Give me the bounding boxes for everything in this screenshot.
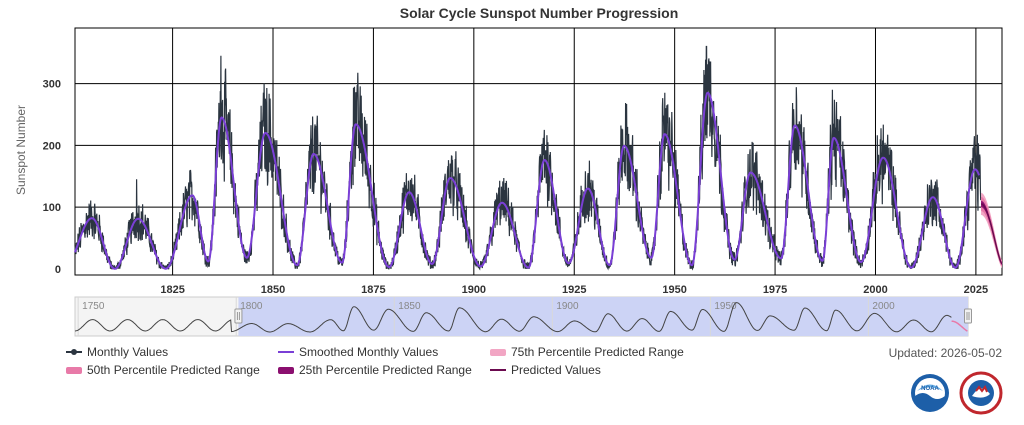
navigator-prediction-line [951,320,968,332]
y-tick-label: 100 [43,202,61,214]
x-tick-label: 1925 [562,284,586,296]
updated-timestamp: Updated: 2026-05-02 [888,346,1002,360]
y-tick-label: 300 [43,79,61,91]
legend-75th-percentile[interactable]: 75th Percentile Predicted Range [490,345,684,359]
axes: 0 100 200 300 1825 1850 1875 1900 1925 1950 1975 20… [43,79,988,296]
navigator-tick-label: 1850 [398,301,421,312]
y-tick-label: 0 [55,264,61,276]
smoothed-values-line[interactable] [74,91,980,270]
chart-title: Solar Cycle Sunspot Number Progression [400,5,679,21]
predicted-values-symbol-icon [490,365,506,375]
noaa-logo-icon: NOAA [911,374,949,412]
legend-label: Smoothed Monthly Values [299,345,439,359]
nws-logo-icon [959,371,1003,415]
agency-logos: NOAA [911,371,1003,415]
navigator[interactable]: 1750 1800 1850 1900 1950 2000 [74,296,972,337]
monthly-values-line[interactable] [74,45,982,271]
legend-label: Predicted Values [511,363,601,377]
navigator-tick-label: 1950 [714,301,737,312]
x-tick-label: 1950 [662,284,686,296]
monthly-values-symbol-icon [66,347,82,357]
x-tick-label: 1850 [261,284,285,296]
legend-25th-percentile[interactable]: 25th Percentile Predicted Range [278,363,472,377]
plot-area[interactable] [74,45,1003,271]
x-tick-label: 2000 [863,284,887,296]
legend-smoothed-monthly-values[interactable]: Smoothed Monthly Values [278,345,438,359]
smoothed-values-symbol-icon [278,347,294,357]
navigator-left-handle[interactable] [234,308,243,324]
legend-label: 50th Percentile Predicted Range [87,363,260,377]
navigator-tick-label: 1900 [556,301,579,312]
p50-symbol-icon [66,366,82,374]
legend-label: 75th Percentile Predicted Range [511,345,684,359]
legend-50th-percentile[interactable]: 50th Percentile Predicted Range [66,363,260,377]
x-tick-label: 1975 [763,284,787,296]
navigator-selection[interactable] [238,297,969,336]
legend: Monthly Values Smoothed Monthly Values 7… [60,345,760,385]
x-tick-label: 1900 [462,284,486,296]
svg-text:NOAA: NOAA [921,386,939,392]
grid [74,27,1003,276]
legend-monthly-values[interactable]: Monthly Values [66,345,168,359]
legend-predicted-values[interactable]: Predicted Values [490,363,601,377]
x-tick-label: 2025 [964,284,988,296]
x-tick-label: 1875 [361,284,385,296]
p75-symbol-icon [490,348,506,356]
x-tick-label: 1825 [160,284,184,296]
navigator-tick-label: 1800 [240,301,263,312]
p25-symbol-icon [278,366,294,374]
y-axis-label: Sunspot Number [14,105,28,195]
y-tick-label: 200 [43,140,61,152]
navigator-right-handle[interactable] [964,308,972,324]
predicted-values-line[interactable] [981,203,1003,265]
navigator-tick-label: 2000 [872,301,895,312]
legend-label: 25th Percentile Predicted Range [299,363,472,377]
navigator-series-line [74,302,952,333]
navigator-tick-label: 1750 [82,301,105,312]
legend-label: Monthly Values [87,345,169,359]
plot-border [74,27,1003,276]
